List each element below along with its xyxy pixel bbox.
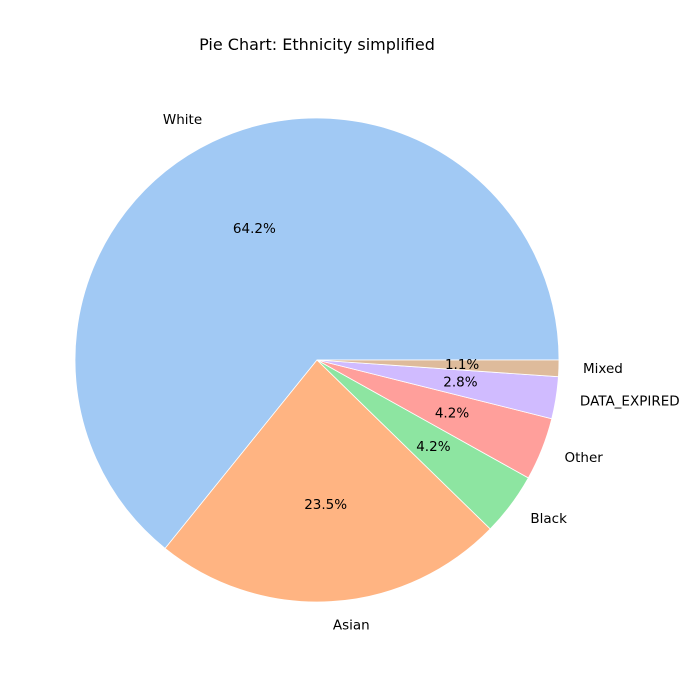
slice-label-other: Other bbox=[565, 450, 604, 466]
slice-percent-black: 4.2% bbox=[416, 439, 450, 455]
slice-label-black: Black bbox=[530, 511, 567, 527]
slice-percent-white: 64.2% bbox=[233, 221, 276, 237]
slice-percent-mixed: 1.1% bbox=[445, 357, 479, 373]
pie-slice-mixed bbox=[316, 359, 560, 378]
chart-title: Pie Chart: Ethnicity simplified bbox=[199, 35, 435, 54]
pie-wedges bbox=[74, 117, 560, 603]
slice-label-mixed: Mixed bbox=[583, 361, 623, 377]
slice-percent-asian: 23.5% bbox=[304, 497, 347, 513]
slice-label-asian: Asian bbox=[333, 618, 370, 634]
pie-labels: White 64.2% Asian 23.5% Black 4.2% Other 4.2% DA… bbox=[163, 112, 680, 634]
pie-slice-asian bbox=[164, 359, 491, 603]
slice-label-white: White bbox=[163, 112, 202, 128]
slice-label-data-expired: DATA_EXPIRED bbox=[580, 394, 680, 410]
pie-slice-white bbox=[74, 117, 560, 549]
slice-percent-other: 4.2% bbox=[435, 405, 469, 421]
slice-percent-data-expired: 2.8% bbox=[443, 375, 477, 391]
